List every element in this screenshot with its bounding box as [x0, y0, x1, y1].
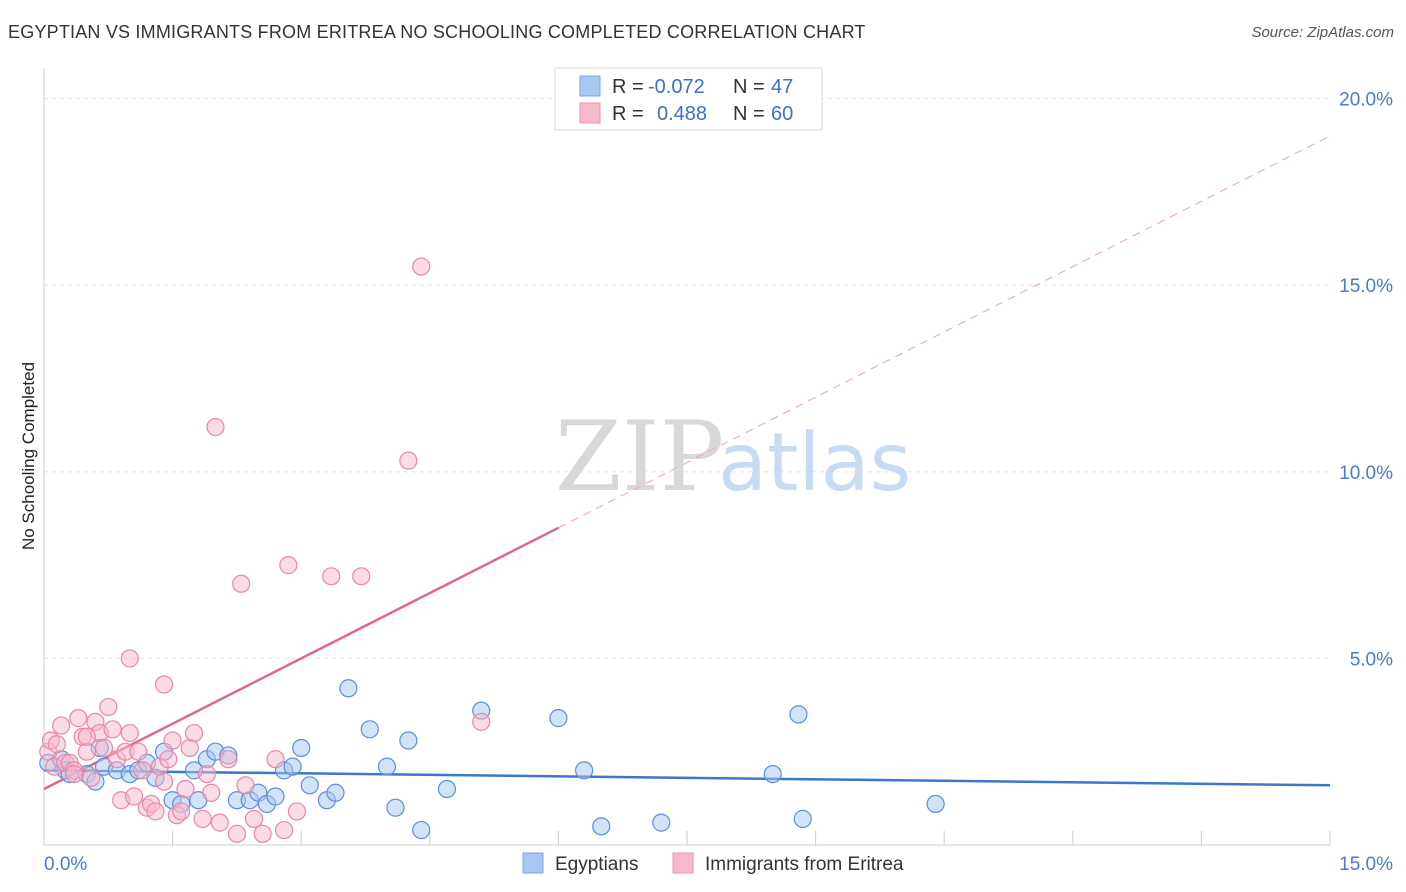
point-eritrea-48: [120, 649, 139, 668]
series-legend: Egyptians Immigrants from Eritrea: [522, 852, 904, 875]
point-egyptians-37: [412, 820, 431, 840]
x-tick-label-1: 15.0%: [1339, 854, 1393, 875]
point-eritrea-51: [232, 574, 251, 593]
point-eritrea-47: [287, 802, 307, 821]
point-eritrea-53: [322, 567, 341, 586]
point-eritrea-55: [399, 451, 418, 470]
point-egyptians-46: [793, 809, 812, 828]
ticks-layer: 5.0% 10.0% 15.0% 20.0% 0.0% 15.0%: [44, 90, 1393, 875]
bottom-legend-swatch-egyptians: [522, 852, 544, 874]
point-eritrea-8: [69, 709, 88, 728]
point-eritrea-30: [163, 731, 182, 750]
point-eritrea-46: [274, 820, 294, 840]
point-eritrea-50: [206, 417, 225, 437]
point-eritrea-26: [146, 802, 165, 821]
point-eritrea-56: [412, 257, 431, 276]
legend-r-value-1: -0.072: [648, 76, 705, 98]
point-eritrea-22: [129, 742, 148, 761]
legend-n-label-1: N =: [733, 76, 765, 98]
point-eritrea-21: [124, 787, 144, 806]
point-eritrea-59: [77, 727, 96, 746]
point-eritrea-38: [202, 783, 221, 802]
point-eritrea-44: [253, 824, 272, 843]
trendline-extension-eritrea: [558, 135, 1331, 529]
point-eritrea-28: [154, 772, 174, 791]
point-egyptians-33: [360, 720, 379, 739]
point-egyptians-32: [339, 679, 358, 698]
axes-layer: [43, 68, 1331, 846]
point-eritrea-4: [52, 716, 71, 735]
point-eritrea-33: [176, 779, 195, 799]
point-eritrea-3: [47, 735, 66, 754]
grid-layer: [44, 98, 1330, 659]
bottom-legend-label-eritrea: Immigrants from Eritrea: [705, 854, 904, 875]
point-egyptians-36: [399, 731, 418, 750]
point-egyptians-29: [300, 776, 319, 795]
point-eritrea-36: [193, 809, 212, 828]
point-egyptians-41: [575, 761, 594, 780]
y-tick-label-3: 20.0%: [1339, 90, 1393, 111]
bottom-legend-swatch-eritrea: [672, 852, 694, 874]
y-tick-label-0: 5.0%: [1350, 649, 1393, 670]
point-egyptians-31: [326, 783, 345, 802]
trendline-egyptians: [43, 769, 1331, 787]
y-tick-label-1: 10.0%: [1339, 463, 1393, 484]
legend-r-value-2: 0.488: [657, 103, 707, 125]
legend-n-label-2: N =: [733, 103, 765, 125]
point-eritrea-39: [210, 813, 229, 832]
point-eritrea-40: [219, 750, 238, 769]
point-eritrea-16: [103, 720, 122, 739]
legend-swatch-egyptians: [579, 75, 601, 97]
legend-r-label-1: R =: [612, 76, 644, 98]
chart-source: Source: ZipAtlas.com: [1251, 24, 1394, 41]
point-eritrea-57: [472, 712, 491, 731]
point-eritrea-29: [159, 750, 178, 769]
x-tick-label-0: 0.0%: [44, 854, 87, 875]
watermark: ZIP atlas: [555, 401, 911, 513]
point-egyptians-38: [437, 779, 457, 799]
bottom-legend-label-egyptians: Egyptians: [555, 854, 638, 875]
point-eritrea-41: [227, 824, 246, 843]
chart-title: EGYPTIAN VS IMMIGRANTS FROM ERITREA NO S…: [8, 22, 866, 42]
legend-r-label-2: R =: [612, 103, 644, 125]
legend-n-value-1: 47: [771, 76, 793, 98]
point-eritrea-42: [236, 776, 255, 795]
point-eritrea-32: [172, 802, 191, 821]
y-tick-label-2: 15.0%: [1339, 276, 1393, 297]
point-eritrea-35: [184, 723, 204, 743]
point-eritrea-54: [352, 567, 371, 586]
legend-swatch-eritrea: [579, 102, 601, 124]
point-egyptians-43: [652, 813, 671, 832]
point-eritrea-37: [197, 764, 216, 784]
point-egyptians-47: [926, 794, 945, 814]
point-eritrea-58: [64, 764, 84, 784]
trend-layer: [43, 135, 1331, 791]
point-eritrea-52: [279, 556, 298, 575]
correlation-legend: R = -0.072 N = 47 R = 0.488 N = 60: [554, 67, 823, 131]
point-egyptians-27: [283, 757, 302, 776]
legend-n-value-2: 60: [771, 103, 793, 125]
point-eritrea-49: [154, 675, 174, 694]
point-eritrea-45: [266, 750, 285, 769]
point-egyptians-34: [377, 757, 397, 776]
point-eritrea-11: [82, 768, 101, 787]
point-egyptians-25: [266, 787, 285, 806]
watermark-zip: ZIP: [555, 401, 724, 513]
point-eritrea-23: [133, 761, 152, 780]
y-axis-label: No Schooling Completed: [19, 362, 38, 550]
point-egyptians-44: [763, 764, 782, 784]
points-layer: [39, 257, 945, 843]
point-egyptians-35: [386, 798, 405, 817]
point-eritrea-20: [120, 723, 139, 743]
point-egyptians-28: [292, 738, 311, 758]
point-egyptians-45: [789, 705, 808, 724]
point-eritrea-43: [244, 809, 264, 828]
point-eritrea-15: [99, 697, 118, 717]
point-egyptians-42: [592, 817, 611, 836]
watermark-atlas: atlas: [718, 416, 911, 509]
point-egyptians-40: [549, 709, 568, 728]
point-eritrea-14: [94, 738, 114, 758]
point-eritrea-34: [180, 738, 199, 758]
